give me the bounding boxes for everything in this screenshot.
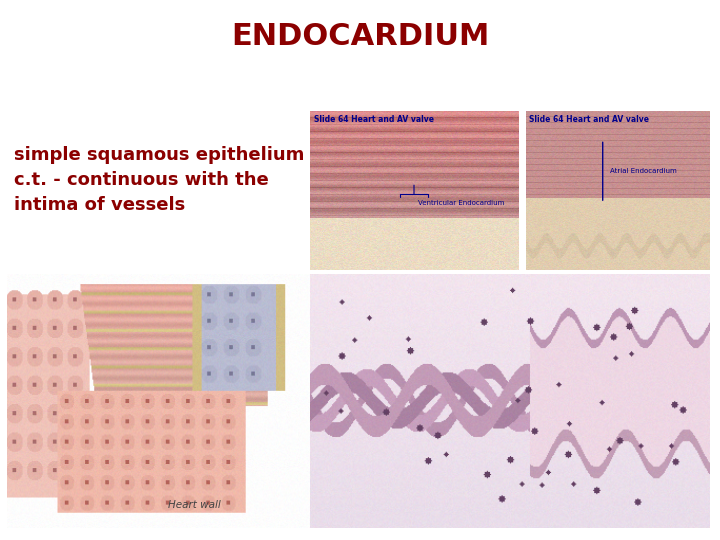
Text: Slide 64 Heart and AV valve: Slide 64 Heart and AV valve (529, 116, 649, 125)
Text: ENDOCARDIUM: ENDOCARDIUM (231, 22, 489, 51)
Text: Atrial Endocardium: Atrial Endocardium (610, 168, 677, 174)
Text: Ventricular Endocardium: Ventricular Endocardium (418, 200, 505, 206)
Text: Heart wall: Heart wall (168, 501, 221, 510)
Text: Slide 64 Heart and AV valve: Slide 64 Heart and AV valve (314, 116, 433, 125)
Text: simple squamous epithelium +
c.t. - continuous with the
intima of vessels: simple squamous epithelium + c.t. - cont… (14, 146, 326, 214)
